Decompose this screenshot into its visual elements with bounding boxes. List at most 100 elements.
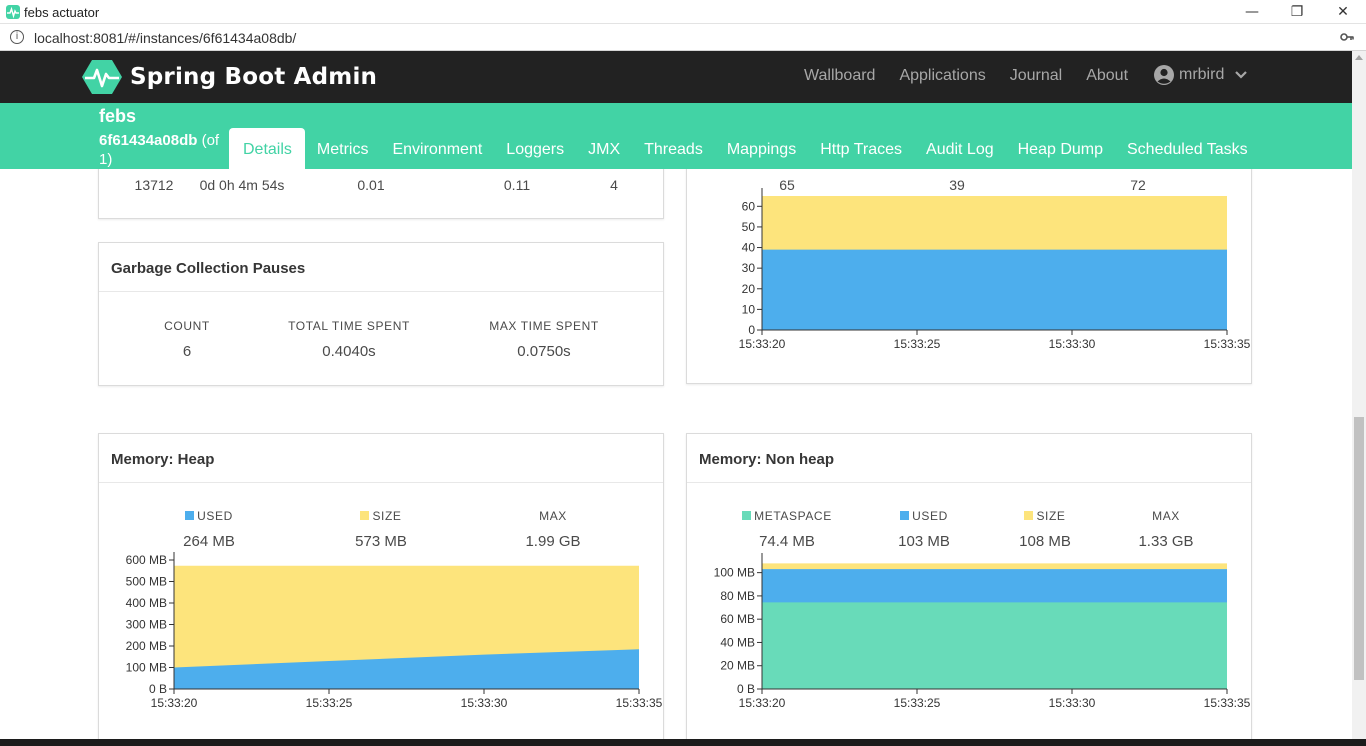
process-card: 13712 0d 0h 4m 54s 0.01 0.11 4 bbox=[98, 169, 664, 219]
nonheap-y-tick-label: 0 B bbox=[737, 682, 755, 696]
scrollbar-thumb[interactable] bbox=[1354, 417, 1364, 680]
instance-name: febs bbox=[99, 106, 137, 126]
nonheap-used-stat: USED 103 MB bbox=[874, 509, 974, 550]
instance-header: febs 6f61434a08db (of 1) Details Metrics… bbox=[0, 103, 1352, 169]
nonheap-y-tick-label: 40 MB bbox=[720, 635, 755, 649]
nonheap-size-value: 108 MB bbox=[1019, 533, 1071, 550]
key-icon[interactable] bbox=[1340, 32, 1354, 42]
restore-icon[interactable]: ❐ bbox=[1290, 4, 1304, 20]
browser-tab-title: febs actuator bbox=[24, 5, 100, 20]
tab-heap-dump[interactable]: Heap Dump bbox=[1017, 141, 1103, 158]
os-taskbar bbox=[0, 739, 1366, 746]
tab-environment[interactable]: Environment bbox=[392, 141, 483, 158]
heap-y-tick-label: 500 MB bbox=[126, 575, 167, 589]
brand-link[interactable]: Spring Boot Admin bbox=[82, 59, 377, 95]
nav-journal[interactable]: Journal bbox=[1009, 67, 1063, 84]
info-icon[interactable]: i bbox=[10, 30, 24, 44]
metaspace-value: 74.4 MB bbox=[759, 533, 815, 550]
heap-area-used bbox=[174, 649, 639, 689]
user-name: mrbird bbox=[1179, 66, 1225, 83]
heap-x-tick-label: 15:33:25 bbox=[306, 696, 353, 710]
instance-id: 6f61434a08db (of 1) bbox=[99, 132, 220, 168]
nonheap-size-legend-swatch bbox=[1024, 511, 1034, 520]
nonheap-card-title: Memory: Non heap bbox=[687, 434, 1251, 483]
nonheap-max-stat: MAX 1.33 GB bbox=[1116, 509, 1216, 550]
heap-size-stat: SIZE 573 MB bbox=[331, 509, 431, 550]
threads-y-tick-label: 10 bbox=[742, 302, 756, 316]
nav-about[interactable]: About bbox=[1086, 67, 1129, 84]
spring-boot-admin-logo-icon bbox=[82, 60, 122, 94]
heap-size-legend-swatch bbox=[360, 511, 370, 520]
heap-max-value: 1.99 GB bbox=[525, 533, 581, 550]
details-content: 13712 0d 0h 4m 54s 0.01 0.11 4 Garbage C… bbox=[0, 169, 1352, 746]
heap-y-tick-label: 400 MB bbox=[126, 596, 167, 610]
nonheap-max-value: 1.33 GB bbox=[1138, 533, 1194, 550]
nonheap-y-tick-label: 100 MB bbox=[714, 566, 755, 580]
threads-live-value: 65 bbox=[779, 177, 795, 193]
tab-scheduled-tasks[interactable]: Scheduled Tasks bbox=[1127, 141, 1248, 158]
nonheap-metaspace-stat: METASPACE 74.4 MB bbox=[732, 509, 842, 550]
nonheap-chart: 0 B 20 MB 40 MB 60 MB 80 MB 100 MB 15:33:20 15:… bbox=[714, 553, 1251, 710]
threads-y-tick-label: 30 bbox=[742, 261, 756, 275]
app-pulse-icon bbox=[6, 5, 20, 19]
tab-audit-log[interactable]: Audit Log bbox=[926, 141, 994, 158]
threads-y-tick-label: 60 bbox=[742, 199, 756, 213]
tab-metrics[interactable]: Metrics bbox=[316, 141, 369, 158]
top-navbar: Spring Boot Admin Wallboard Applications… bbox=[0, 51, 1352, 103]
instance-tabs: Details Metrics Environment Loggers JMX … bbox=[229, 128, 1260, 169]
nonheap-used-legend-swatch bbox=[900, 511, 910, 520]
memory-heap-card: Memory: Heap USED 264 MB SIZE 573 MB MAX… bbox=[98, 433, 664, 746]
minimize-icon[interactable]: — bbox=[1245, 4, 1259, 20]
tab-loggers[interactable]: Loggers bbox=[506, 141, 565, 158]
tab-threads[interactable]: Threads bbox=[644, 141, 703, 158]
heap-used-legend-swatch bbox=[185, 511, 195, 520]
nonheap-size-stat: SIZE 108 MB bbox=[995, 509, 1095, 550]
nav-applications[interactable]: Applications bbox=[899, 67, 986, 84]
scroll-up-icon[interactable] bbox=[1355, 55, 1363, 60]
nonheap-used-value: 103 MB bbox=[898, 533, 950, 550]
heap-y-tick-label: 0 B bbox=[149, 682, 167, 696]
heap-size-label: SIZE bbox=[372, 509, 402, 523]
nonheap-used-label: USED bbox=[912, 509, 948, 523]
page-scrollbar[interactable] bbox=[1352, 51, 1366, 746]
threads-area-series-0 bbox=[762, 249, 1227, 330]
gc-total-value: 0.4040s bbox=[322, 343, 376, 360]
nonheap-x-tick-label: 15:33:25 bbox=[894, 696, 941, 710]
nonheap-x-tick-label: 15:33:30 bbox=[1049, 696, 1096, 710]
heap-max-stat: MAX 1.99 GB bbox=[503, 509, 603, 550]
nonheap-x-tick-label: 15:33:35 bbox=[1204, 696, 1251, 710]
heap-x-tick-label: 15:33:20 bbox=[151, 696, 198, 710]
heap-x-tick-label: 15:33:35 bbox=[616, 696, 663, 710]
nonheap-size-label: SIZE bbox=[1036, 509, 1066, 523]
gc-total-label: TOTAL TIME SPENT bbox=[288, 319, 410, 333]
nonheap-max-label: MAX bbox=[1152, 509, 1180, 523]
tab-mappings[interactable]: Mappings bbox=[726, 141, 797, 158]
threads-chart: 0 10 20 30 40 50 60 15:33:20 15:33:25 15:33:30 15:… bbox=[739, 188, 1251, 351]
threads-daemon-value: 39 bbox=[949, 177, 965, 193]
nonheap-y-tick-label: 20 MB bbox=[720, 659, 755, 673]
heap-used-stat: USED 264 MB bbox=[159, 509, 259, 550]
nonheap-y-tick-label: 80 MB bbox=[720, 589, 755, 603]
tab-details[interactable]: Details bbox=[229, 128, 305, 169]
process-pid: 13712 bbox=[134, 177, 174, 193]
nav-wallboard[interactable]: Wallboard bbox=[804, 67, 876, 84]
gc-count-label: COUNT bbox=[164, 319, 210, 333]
close-icon[interactable]: ✕ bbox=[1337, 4, 1349, 20]
threads-y-tick-label: 40 bbox=[742, 241, 756, 255]
tab-http-traces[interactable]: Http Traces bbox=[820, 141, 903, 158]
gc-count-value: 6 bbox=[182, 343, 192, 360]
threads-x-tick-label: 15:33:20 bbox=[739, 337, 786, 351]
address-bar[interactable]: i localhost:8081/#/instances/6f61434a08d… bbox=[0, 24, 1366, 51]
process-uptime: 0d 0h 4m 54s bbox=[199, 177, 285, 193]
browser-titlebar: febs actuator — ❐ ✕ bbox=[0, 0, 1366, 24]
process-cpu-usage: 0.01 bbox=[357, 177, 385, 193]
user-menu[interactable]: mrbird bbox=[1153, 64, 1248, 86]
system-cpu-usage: 0.11 bbox=[503, 177, 531, 193]
brand-name: Spring Boot Admin bbox=[130, 64, 378, 90]
tab-jmx[interactable]: JMX bbox=[588, 141, 621, 158]
chevron-down-icon bbox=[1235, 71, 1248, 79]
url-text[interactable]: localhost:8081/#/instances/6f61434a08db/ bbox=[34, 30, 297, 46]
heap-chart: 0 B 100 MB 200 MB 300 MB 400 MB 500 MB 600 MB 1… bbox=[126, 552, 663, 710]
threads-x-tick-label: 15:33:25 bbox=[894, 337, 941, 351]
metaspace-label: METASPACE bbox=[754, 509, 832, 523]
